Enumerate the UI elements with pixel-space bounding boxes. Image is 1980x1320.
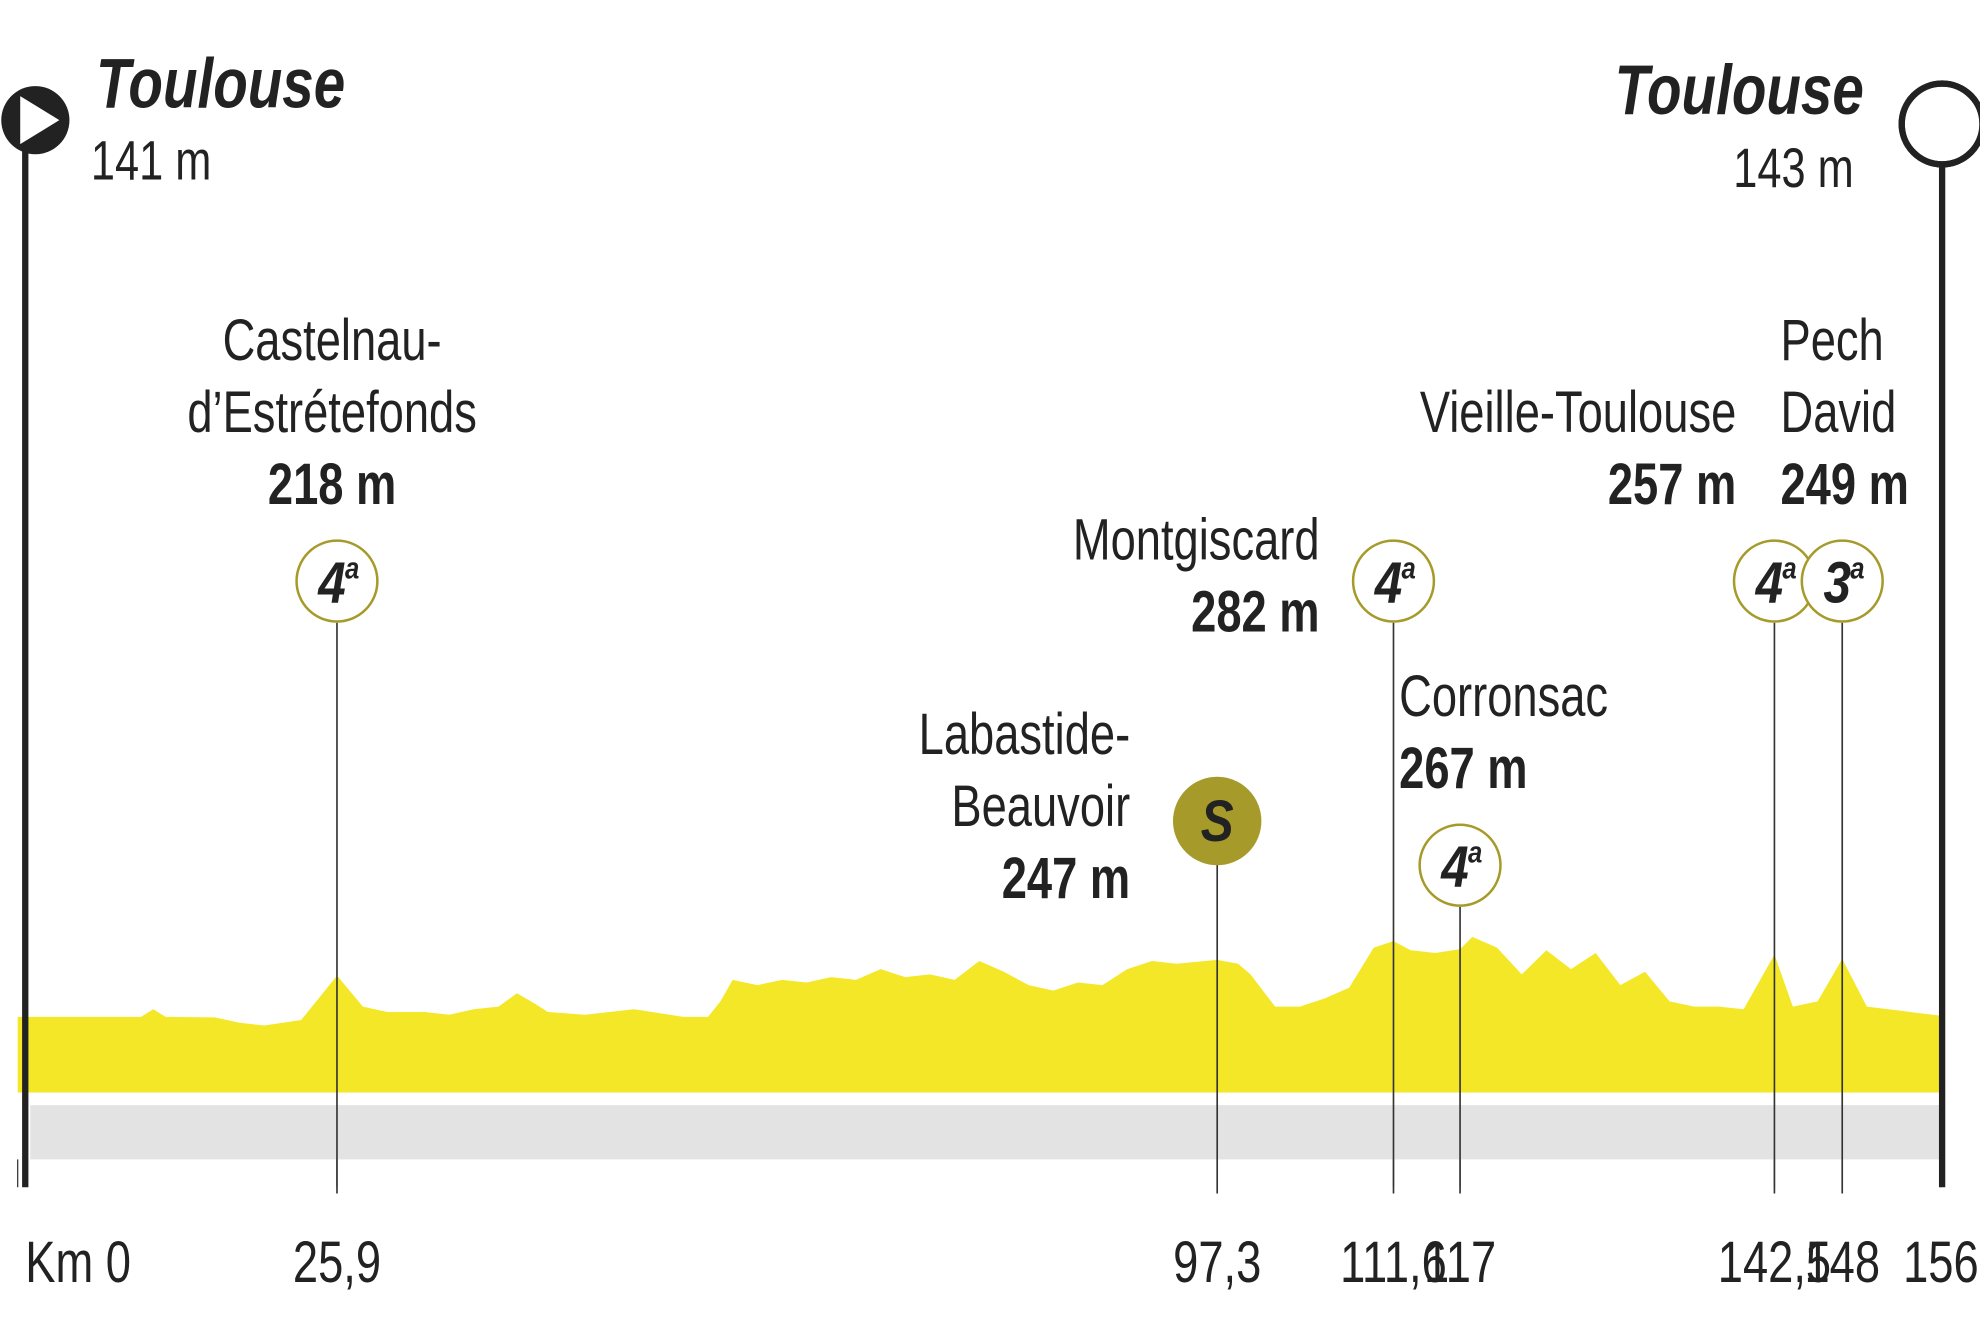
point-name: Corronsac <box>1399 665 1608 730</box>
x-tick-label: 97,3 <box>1173 1231 1261 1296</box>
point-name: Pech <box>1780 309 1883 374</box>
start-name: Toulouse <box>96 43 345 123</box>
x-tick-label: 25,9 <box>293 1231 381 1296</box>
finish-altitude: 143 m <box>1733 137 1853 199</box>
start-arrow <box>20 96 60 145</box>
badge-label: 3 <box>1823 551 1850 616</box>
point-name: Labastide- <box>919 703 1131 768</box>
point-altitude: 282 m <box>1191 580 1319 645</box>
badge-suffix: a <box>1468 836 1482 869</box>
elevation-area <box>17 936 1941 1093</box>
badge-label: 4 <box>1440 835 1468 900</box>
x-tick-label: 148 <box>1804 1231 1880 1296</box>
badge-label: S <box>1201 789 1234 854</box>
climb-badge <box>1418 823 1502 907</box>
badge-label: 4 <box>1755 551 1783 616</box>
badge-suffix: a <box>1850 552 1864 585</box>
badge-label: 4 <box>317 551 345 616</box>
point-altitude: 267 m <box>1399 737 1527 802</box>
point-name: Vieille-Toulouse <box>1420 381 1736 446</box>
badge-suffix: a <box>1401 552 1415 585</box>
badge-suffix: a <box>345 552 359 585</box>
climb-badge <box>1800 539 1884 623</box>
badge-label: 4 <box>1374 551 1402 616</box>
finish-flag-border <box>1898 80 1980 168</box>
road-band <box>30 1105 1943 1160</box>
climb-badge <box>1351 539 1436 623</box>
point-name: d’Estrétefonds <box>187 381 477 446</box>
start-altitude: 141 m <box>91 129 211 191</box>
point-altitude: 249 m <box>1780 453 1908 518</box>
point-name: Beauvoir <box>951 775 1130 840</box>
sprint-badge <box>1173 776 1262 866</box>
x-tick-label: 111,6 <box>1340 1231 1447 1296</box>
badge-suffix: a <box>1782 552 1796 585</box>
point-altitude: 218 m <box>268 453 396 518</box>
x-tick-label: 156 <box>1903 1231 1979 1296</box>
point-name: Montgiscard <box>1073 508 1320 573</box>
point-altitude: 247 m <box>1002 847 1130 912</box>
point-altitude: 257 m <box>1608 453 1736 518</box>
x-tick-label: 142,5 <box>1718 1231 1831 1296</box>
point-name: Castelnau- <box>223 309 442 374</box>
point-name: David <box>1780 381 1896 446</box>
x-tick-label: Km 0 <box>25 1231 131 1296</box>
x-tick-label: 117 <box>1424 1231 1496 1296</box>
climb-badge <box>295 539 379 623</box>
finish-name: Toulouse <box>1615 50 1864 130</box>
